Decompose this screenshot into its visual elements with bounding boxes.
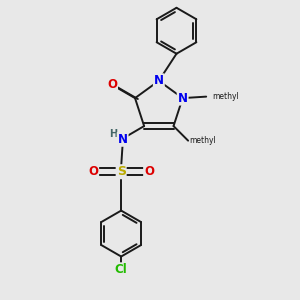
Text: O: O: [144, 165, 154, 178]
Text: N: N: [178, 92, 188, 105]
Text: H: H: [109, 129, 117, 139]
Text: N: N: [154, 74, 164, 87]
Text: O: O: [107, 78, 117, 91]
Text: methyl: methyl: [212, 92, 239, 101]
Text: Cl: Cl: [115, 263, 128, 276]
Text: O: O: [88, 165, 98, 178]
Text: methyl: methyl: [190, 136, 216, 145]
Text: S: S: [117, 165, 126, 178]
Text: N: N: [118, 133, 128, 146]
